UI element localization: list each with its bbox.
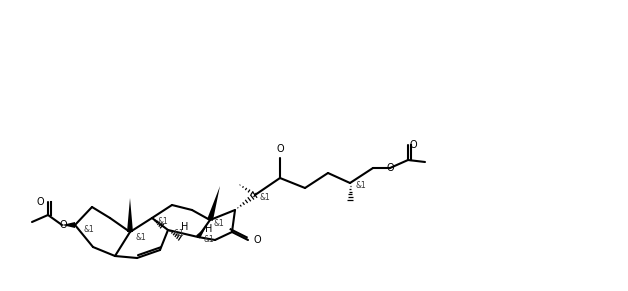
Text: &1: &1: [355, 182, 365, 191]
Polygon shape: [196, 227, 206, 239]
Text: &1: &1: [135, 233, 146, 242]
Text: O: O: [410, 140, 418, 150]
Text: &1: &1: [157, 217, 168, 226]
Text: H: H: [181, 222, 188, 232]
Text: O: O: [253, 235, 261, 245]
Text: O: O: [386, 163, 394, 173]
Text: &1: &1: [203, 235, 214, 244]
Text: &1: &1: [260, 194, 271, 203]
Text: &1: &1: [173, 228, 184, 237]
Polygon shape: [207, 186, 220, 221]
Text: O: O: [36, 197, 44, 207]
Text: O: O: [276, 144, 284, 154]
Text: H: H: [205, 224, 212, 234]
Polygon shape: [62, 222, 75, 228]
Polygon shape: [127, 198, 133, 232]
Text: &1: &1: [213, 219, 224, 228]
Text: O: O: [59, 220, 67, 230]
Text: &1: &1: [83, 226, 94, 235]
